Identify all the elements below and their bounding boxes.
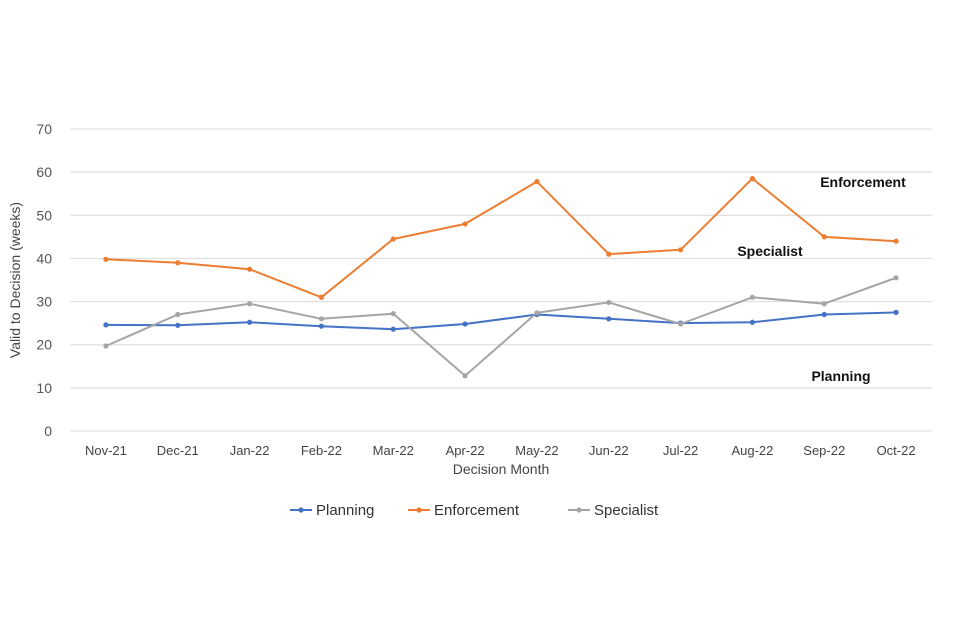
x-tick-label: Oct-22: [877, 443, 916, 458]
y-tick-label: 0: [44, 423, 52, 439]
x-tick-label: Mar-22: [373, 443, 414, 458]
y-tick-label: 70: [36, 121, 52, 137]
data-point-planning: [606, 316, 612, 322]
data-point-specialist: [606, 299, 612, 306]
data-point-enforcement: [462, 221, 468, 227]
y-tick-label: 30: [36, 294, 52, 310]
legend-item-specialist: Specialist: [568, 502, 659, 519]
data-point-planning: [749, 319, 756, 325]
data-point-enforcement: [821, 234, 827, 240]
data-point-specialist: [821, 301, 827, 307]
data-point-specialist: [893, 275, 899, 281]
y-tick-label: 40: [36, 250, 52, 266]
data-point-planning: [175, 322, 181, 328]
data-point-enforcement: [318, 294, 325, 300]
data-point-planning: [318, 323, 325, 329]
x-tick-label: Sep-22: [803, 443, 845, 458]
x-axis-title: Decision Month: [453, 461, 550, 477]
series-line-planning: [105, 311, 897, 331]
series-line-specialist: [105, 276, 897, 377]
data-point-specialist: [246, 301, 253, 307]
x-tick-label: Feb-22: [301, 443, 342, 458]
annotation-enforcement: Enforcement: [820, 174, 906, 190]
legend-marker: [576, 507, 582, 513]
data-point-enforcement: [534, 179, 540, 185]
x-tick-label: Jul-22: [663, 443, 698, 458]
legend-label: Enforcement: [434, 502, 520, 519]
data-point-specialist: [462, 373, 468, 379]
legend-label: Specialist: [594, 502, 659, 519]
series-annotations: Enforcement Specialist Planning: [737, 174, 906, 384]
data-point-planning: [246, 319, 253, 325]
x-tick-label: Aug-22: [731, 443, 773, 458]
annotation-specialist: Specialist: [737, 243, 803, 259]
x-tick-label: May-22: [515, 443, 558, 458]
data-point-enforcement: [103, 256, 109, 262]
x-tick-label: Jan-22: [230, 443, 270, 458]
data-point-enforcement: [390, 236, 396, 242]
series-lines: [105, 177, 897, 377]
data-point-planning: [462, 321, 468, 327]
annotation-planning: Planning: [811, 368, 870, 384]
x-tick-label: Nov-21: [85, 443, 127, 458]
x-tick-labels: Nov-21 Dec-21 Jan-22 Feb-22 Mar-22 Apr-22 May-…: [85, 443, 916, 458]
x-tick-label: Jun-22: [589, 443, 629, 458]
y-tick-label: 20: [36, 337, 52, 353]
y-tick-label: 50: [36, 207, 52, 223]
legend-marker: [298, 507, 304, 513]
data-point-enforcement: [893, 238, 899, 244]
legend-marker: [416, 507, 422, 513]
data-point-specialist: [103, 343, 109, 349]
data-point-specialist: [534, 310, 540, 316]
legend-item-enforcement: Enforcement: [408, 502, 520, 519]
y-axis-title: Valid to Decision (weeks): [7, 202, 23, 358]
data-point-planning: [103, 322, 109, 328]
series-points: [103, 176, 899, 379]
y-tick-label: 10: [36, 380, 52, 396]
series-line-enforcement: [105, 177, 897, 299]
data-point-specialist: [318, 316, 325, 322]
gridlines: [70, 128, 932, 432]
data-point-enforcement: [749, 176, 756, 182]
data-point-planning: [390, 326, 396, 332]
data-point-specialist: [749, 294, 756, 300]
data-point-planning: [893, 309, 899, 315]
data-point-enforcement: [677, 247, 684, 253]
legend-item-planning: Planning: [290, 502, 374, 519]
data-point-specialist: [390, 311, 396, 317]
data-point-enforcement: [175, 260, 181, 266]
y-tick-label: 60: [36, 164, 52, 180]
x-tick-label: Apr-22: [446, 443, 485, 458]
data-point-enforcement: [246, 266, 253, 272]
data-point-specialist: [175, 311, 181, 318]
data-point-enforcement: [606, 251, 612, 257]
legend: Planning Enforcement Specialist: [290, 502, 659, 519]
legend-label: Planning: [316, 502, 374, 519]
x-tick-label: Dec-21: [157, 443, 199, 458]
y-tick-labels: 0 10 20 30 40 50 60 70: [36, 121, 52, 439]
data-point-specialist: [677, 321, 684, 327]
data-point-planning: [821, 311, 827, 318]
